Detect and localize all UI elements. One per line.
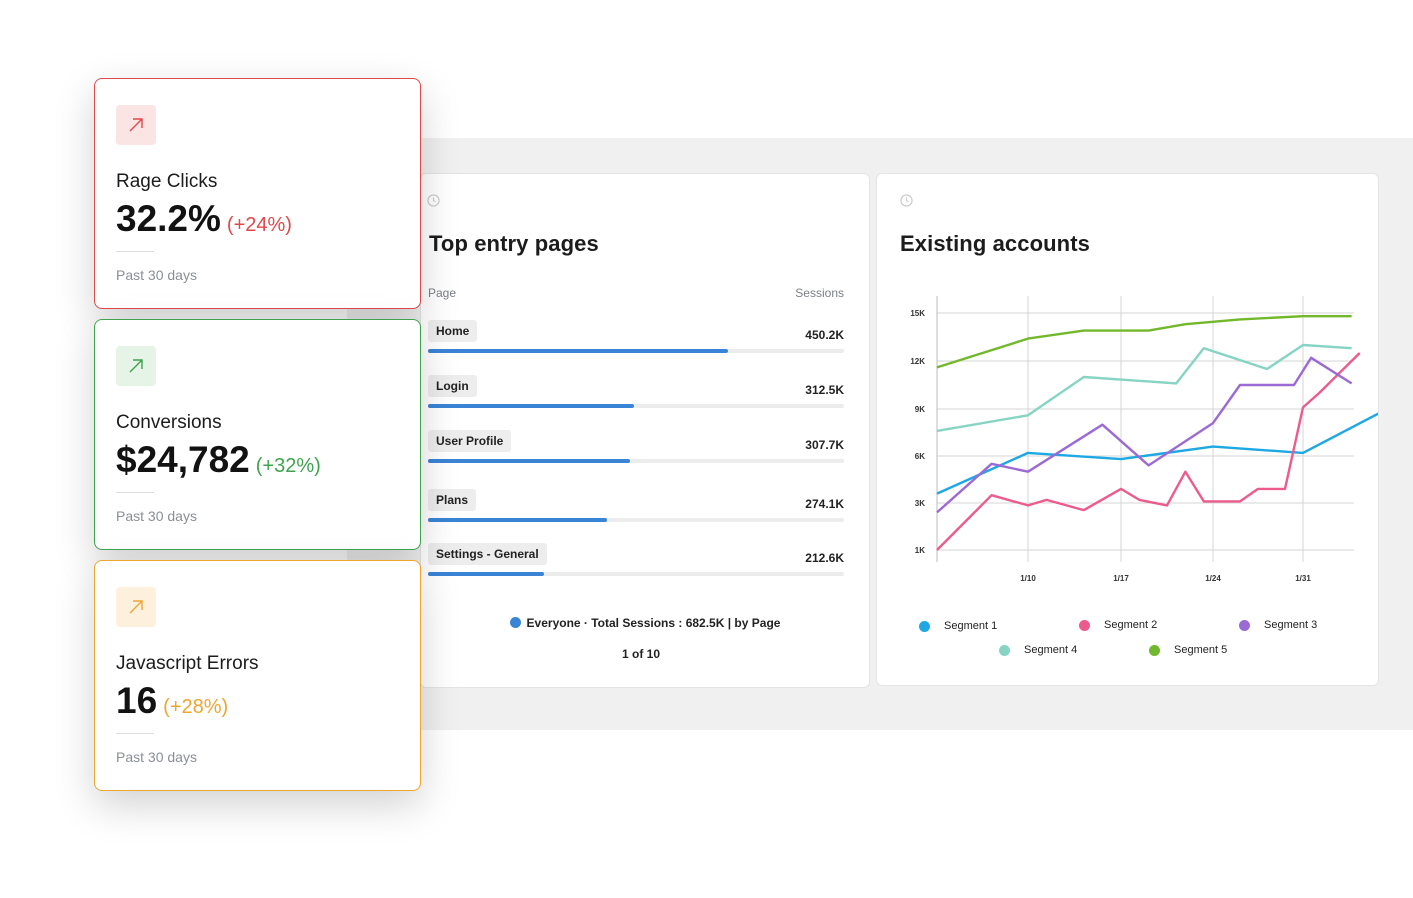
page-label: User Profile [428, 430, 512, 452]
progress-track [428, 459, 844, 463]
metric-delta: (+28%) [163, 696, 229, 718]
column-header-page: Page [428, 286, 457, 300]
metric-value: 32.2% (+24%) [116, 198, 292, 240]
table-row[interactable]: User Profile 307.7K [428, 430, 844, 470]
y-tick-label: 12K [910, 357, 925, 366]
table-row[interactable]: Home 450.2K [428, 320, 844, 360]
icon-badge [116, 105, 156, 145]
legend-dot [1149, 645, 1160, 656]
metric-delta: (+32%) [255, 455, 321, 477]
session-count: 312.5K [805, 383, 844, 397]
series-line-segment-5 [936, 315, 1352, 369]
session-count: 212.6K [805, 551, 844, 565]
y-tick-label: 3K [915, 499, 925, 508]
icon-badge [116, 587, 156, 627]
legend-dot [999, 645, 1010, 656]
chart-legend[interactable]: Everyone · Total Sessions : 682.5K | by … [421, 616, 869, 630]
legend-text: Everyone · Total Sessions : 682.5K | by … [526, 616, 781, 630]
session-count: 274.1K [805, 497, 844, 511]
javascript-errors-card[interactable]: Javascript Errors 16 (+28%) Past 30 days [94, 560, 421, 791]
page-label: Login [428, 375, 477, 397]
metric-title: Javascript Errors [116, 653, 259, 674]
progress-fill [428, 518, 607, 522]
divider [116, 492, 154, 493]
legend-label[interactable]: Segment 5 [1174, 644, 1228, 656]
legend-label[interactable]: Segment 3 [1264, 619, 1318, 631]
legend-dot [1079, 620, 1090, 631]
y-tick-label: 6K [915, 452, 925, 461]
metric-value: 16 (+28%) [116, 680, 228, 722]
page-label: Plans [428, 489, 477, 511]
metric-period: Past 30 days [116, 749, 197, 765]
top-entry-pages-card: Top entry pages Page Sessions Home 450.2… [420, 173, 870, 688]
divider [116, 733, 154, 734]
line-chart: 1K 3K 6K 9K 12K 15K 1/10 1/17 1/24 1/31 [910, 296, 1378, 583]
progress-fill [428, 572, 545, 576]
x-tick-label: 1/31 [1295, 574, 1311, 583]
progress-track [428, 518, 844, 522]
metric-period: Past 30 days [116, 508, 197, 524]
legend-dot [509, 617, 521, 628]
series-line-segment-3 [936, 356, 1353, 514]
progress-fill [428, 459, 630, 463]
pagination-label[interactable]: 1 of 10 [621, 647, 660, 661]
y-tick-label: 15K [910, 309, 925, 318]
progress-track [428, 404, 844, 408]
metric-delta: (+24%) [226, 214, 292, 236]
legend-label[interactable]: Segment 1 [944, 620, 998, 632]
x-tick-label: 1/24 [1205, 574, 1221, 583]
existing-accounts-card: Existing accounts 1K 3K 6K 9K 12K 15K 1/10 1/17… [876, 173, 1379, 686]
divider [116, 251, 154, 252]
icon-badge [116, 346, 156, 386]
series-line-segment-1 [936, 412, 1378, 495]
session-count: 450.2K [805, 328, 844, 342]
metric-number: $24,782 [116, 439, 250, 480]
y-tick-label: 9K [915, 405, 925, 414]
legend-label[interactable]: Segment 4 [1024, 644, 1078, 656]
legend-dot [919, 621, 930, 632]
progress-track [428, 349, 844, 353]
clock-icon [427, 194, 440, 207]
metric-number: 32.2% [116, 198, 221, 239]
progress-fill [428, 404, 634, 408]
chart-title: Existing accounts [900, 231, 1090, 256]
arrow-up-right-icon [129, 359, 143, 373]
metric-number: 16 [116, 680, 158, 721]
series-line-segment-4 [936, 343, 1352, 433]
table-row[interactable]: Login 312.5K [428, 375, 844, 415]
rage-clicks-card[interactable]: Rage Clicks 32.2% (+24%) Past 30 days [94, 78, 421, 309]
column-header-sessions: Sessions [795, 286, 844, 300]
y-tick-label: 1K [915, 546, 925, 555]
arrow-up-right-icon [129, 118, 143, 132]
table-row[interactable]: Plans 274.1K [428, 489, 844, 529]
progress-track [428, 572, 844, 576]
clock-icon [900, 194, 913, 207]
legend-label[interactable]: Segment 2 [1104, 619, 1158, 631]
metric-title: Conversions [116, 412, 222, 433]
metric-value: $24,782 (+32%) [116, 439, 321, 481]
metric-period: Past 30 days [116, 267, 197, 283]
series-line-segment-2 [936, 352, 1361, 551]
page-label: Home [428, 320, 478, 342]
legend-dot [1239, 620, 1250, 631]
conversions-card[interactable]: Conversions $24,782 (+32%) Past 30 days [94, 319, 421, 550]
table-row[interactable]: Settings - General 212.6K [428, 543, 844, 583]
metric-title: Rage Clicks [116, 171, 218, 192]
card-title: Top entry pages [429, 231, 599, 256]
arrow-up-right-icon [129, 600, 143, 614]
x-tick-label: 1/10 [1020, 574, 1036, 583]
page-label: Settings - General [428, 543, 547, 565]
session-count: 307.7K [805, 438, 844, 452]
x-tick-label: 1/17 [1113, 574, 1129, 583]
progress-fill [428, 349, 728, 353]
